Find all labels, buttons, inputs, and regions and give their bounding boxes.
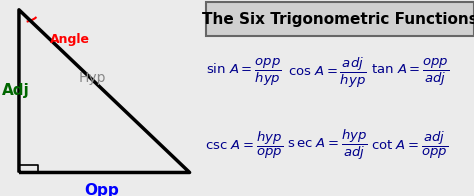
Text: $\mathrm{cot}\ A = \dfrac{\mathit{adj}}{\mathit{opp}}$: $\mathrm{cot}\ A = \dfrac{\mathit{adj}}{…	[372, 130, 448, 161]
Text: $\mathrm{sin}\ A = \dfrac{\mathit{opp}}{\mathit{hyp}}$: $\mathrm{sin}\ A = \dfrac{\mathit{opp}}{…	[206, 57, 282, 88]
Text: The Six Trigonometric Functions: The Six Trigonometric Functions	[202, 12, 474, 27]
Text: $\mathrm{csc}\ A = \dfrac{\mathit{hyp}}{\mathit{opp}}$: $\mathrm{csc}\ A = \dfrac{\mathit{hyp}}{…	[205, 130, 283, 161]
Text: Adj: Adj	[2, 83, 30, 98]
Text: Angle: Angle	[50, 33, 90, 46]
Text: Opp: Opp	[84, 183, 119, 196]
Text: $\mathrm{cos}\ A = \dfrac{\mathit{adj}}{\mathit{hyp}}$: $\mathrm{cos}\ A = \dfrac{\mathit{adj}}{…	[288, 55, 366, 90]
Text: $\mathrm{tan}\ A = \dfrac{\mathit{opp}}{\mathit{adj}}$: $\mathrm{tan}\ A = \dfrac{\mathit{opp}}{…	[371, 57, 449, 88]
Text: Hyp: Hyp	[79, 71, 106, 85]
FancyBboxPatch shape	[206, 2, 474, 36]
Text: $\mathrm{s\,ec}\ A = \dfrac{\mathit{hyp}}{\mathit{adj}}$: $\mathrm{s\,ec}\ A = \dfrac{\mathit{hyp}…	[287, 128, 367, 162]
